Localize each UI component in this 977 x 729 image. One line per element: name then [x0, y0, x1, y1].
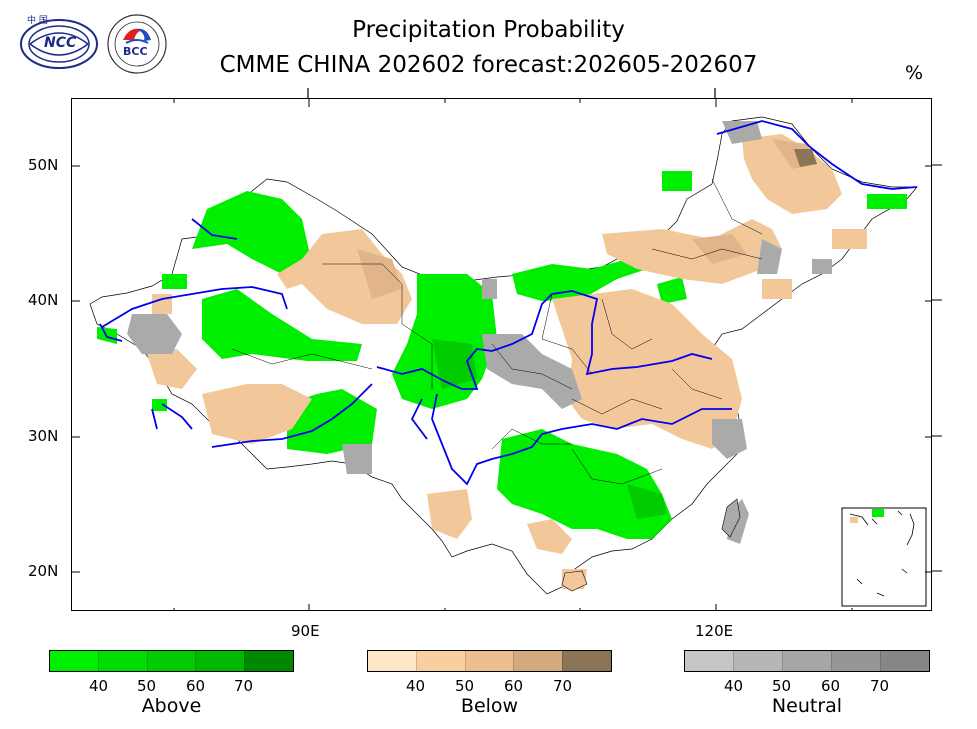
legend-swatch [562, 651, 611, 671]
legend-neutral-tick: 40 [724, 677, 744, 695]
map-ticks [72, 99, 931, 610]
legend-below [367, 650, 612, 672]
legend-neutral-tick: 50 [772, 677, 792, 695]
china-map [72, 99, 931, 610]
legend-neutral-label: Neutral [771, 695, 843, 717]
unit-label: % [905, 62, 924, 84]
hainan-island [561, 570, 588, 592]
legend-swatch [464, 651, 514, 671]
bcc-logo-text: BCC [123, 45, 148, 58]
south-china-sea-inset [841, 507, 927, 607]
lat-label-40n: 40N [28, 291, 59, 309]
legend-swatch [368, 651, 416, 671]
legend-below-tick: 40 [406, 677, 426, 695]
below-patches [147, 134, 867, 589]
legend-below-label: Below [460, 695, 519, 717]
legend-swatch [97, 651, 147, 671]
lon-label-120e: 120E [695, 622, 734, 640]
legend-swatch [782, 651, 831, 671]
neutral-patches [127, 121, 832, 544]
province-borders [231, 178, 763, 485]
legend-neutral-tick: 70 [870, 677, 890, 695]
lat-label-20n: 20N [28, 562, 59, 580]
legend-swatch [195, 651, 245, 671]
legend-above [49, 650, 294, 672]
ncc-logo-text: NCC [44, 35, 77, 51]
legend-below-tick: 70 [553, 677, 573, 695]
legend-swatch [880, 651, 929, 671]
legend-below-tick: 50 [455, 677, 475, 695]
lat-label-30n: 30N [28, 427, 59, 445]
legend-swatch [733, 651, 782, 671]
legend-neutral-bar [684, 650, 930, 672]
legend-swatch [685, 651, 733, 671]
rivers [99, 120, 918, 486]
legend-swatch [831, 651, 880, 671]
svg-text:中 国: 中 国 [27, 14, 48, 26]
legend-swatch [146, 651, 196, 671]
legend-neutral-tick: 60 [821, 677, 841, 695]
lat-label-50n: 50N [28, 156, 59, 174]
legend-above-tick: 70 [234, 677, 254, 695]
lon-label-90e: 90E [291, 622, 320, 640]
legend-swatch [50, 651, 98, 671]
legend-above-tick: 60 [186, 677, 206, 695]
legend-above-label: Above [141, 695, 202, 717]
legend-above-tick: 50 [137, 677, 157, 695]
title-line-2: CMME CHINA 202602 forecast:202605-202607 [219, 52, 758, 78]
legend-above-tick: 40 [89, 677, 109, 695]
title-line-1: Precipitation Probability [352, 17, 625, 43]
legend-swatch [415, 651, 465, 671]
legend-swatch [244, 651, 293, 671]
legend-below-tick: 60 [504, 677, 524, 695]
legend-below-bar [367, 650, 612, 672]
taiwan-island [721, 498, 741, 538]
bcc-logo: BCC [106, 13, 168, 75]
ncc-logo: 中 国 NCC [18, 14, 100, 70]
legend-above-bar [49, 650, 294, 672]
legend-neutral [684, 650, 930, 672]
legend-swatch [513, 651, 563, 671]
map-panel [71, 98, 932, 611]
